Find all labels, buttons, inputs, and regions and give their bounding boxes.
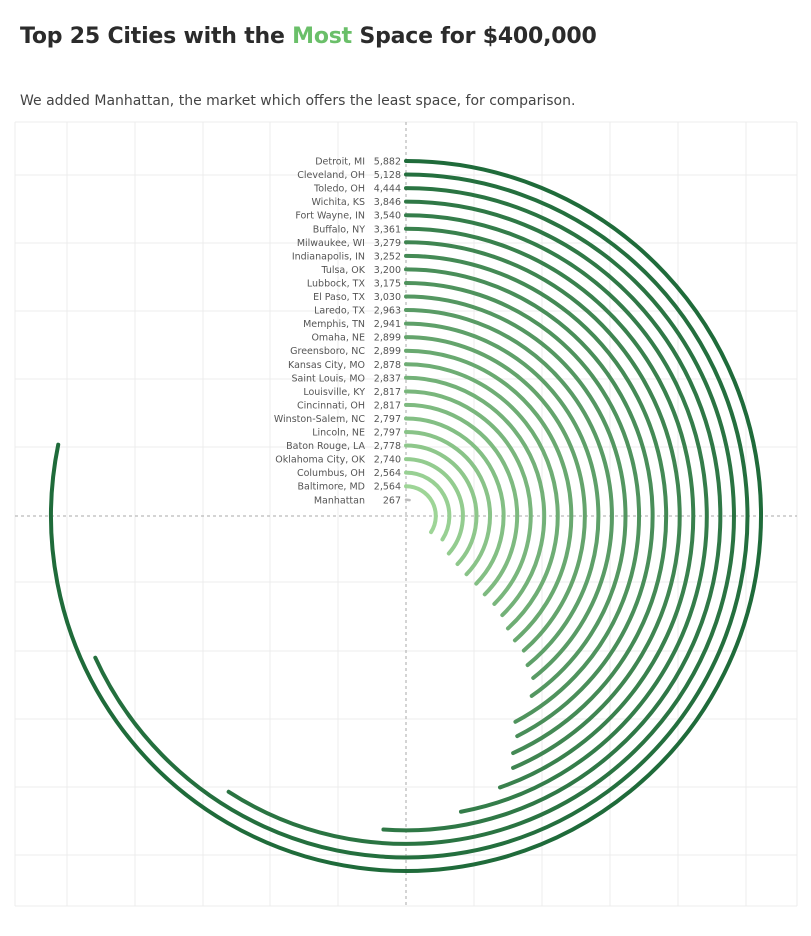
city-label: Fort Wayne, IN [295,211,365,222]
arc-bar [404,484,438,535]
city-label: Baton Rouge, LA [286,441,365,452]
city-label: Tulsa, OK [320,265,365,276]
value-label: 2,837 [374,373,401,384]
arc-bar [404,375,547,618]
city-label: Omaha, NE [311,333,365,344]
value-label: 2,941 [374,319,401,330]
arc-bar [404,402,520,597]
title-highlight: Most [292,24,352,49]
arc-bar [404,240,682,770]
value-label: 5,128 [374,170,401,181]
value-label: 2,899 [374,333,401,344]
value-label: 2,797 [374,428,401,439]
value-label: 2,778 [374,441,401,452]
value-label: 3,279 [374,238,401,249]
arc-bar [404,389,533,606]
chart-subtitle: We added Manhattan, the market which off… [20,93,576,109]
city-label: Cincinnati, OH [297,400,365,411]
arc-bar [404,213,709,814]
city-label: Milwaukee, WI [297,238,365,249]
arc-bar [404,430,492,577]
arcs-group [49,159,763,873]
city-label: Laredo, TX [314,306,365,317]
value-label: 3,540 [374,211,401,222]
city-label: Kansas City, MO [288,360,365,371]
value-label: 2,878 [374,360,401,371]
arc-bar [404,226,696,790]
value-label: 2,564 [374,468,401,479]
value-label: 2,899 [374,346,401,357]
value-label: 3,030 [374,292,401,303]
city-label: Saint Louis, MO [291,373,365,384]
city-label: Toledo, OH [313,184,365,195]
value-label: 3,361 [374,224,401,235]
arc-bar [404,280,642,724]
value-label: 4,444 [374,184,401,195]
city-label: Cleveland, OH [297,170,365,181]
value-label: 2,740 [374,455,401,466]
city-label: Lubbock, TX [307,278,366,289]
value-label: 2,817 [374,400,401,411]
city-label: Indianapolis, IN [292,251,365,262]
city-label: Louisville, KY [303,387,365,398]
arc-bar [404,443,479,567]
arc-bar [404,321,601,668]
city-label: Detroit, MI [315,157,365,168]
arc-bar [404,457,465,556]
arc-bar [404,294,628,698]
value-label: 5,882 [374,157,401,168]
arc-bar [404,470,452,542]
value-label: 3,175 [374,278,401,289]
labels-group: Detroit, MI 5,882 Cleveland, OH 5,128 Toledo… [274,157,401,507]
arc-bar [404,335,587,653]
value-label: 2,564 [374,482,401,493]
city-label: Manhattan [314,495,365,506]
value-label: 3,252 [374,251,401,262]
city-label: Wichita, KS [311,197,365,208]
value-label: 267 [383,495,401,506]
arc-bar [404,267,655,739]
value-label: 2,797 [374,414,401,425]
value-label: 2,963 [374,306,401,317]
arc-bar [404,308,614,680]
city-label: Greensboro, NC [290,346,365,357]
value-label: 3,846 [374,197,401,208]
city-label: Buffalo, NY [313,224,366,235]
title-prefix: Top 25 Cities with the [20,24,293,49]
city-label: Baltimore, MD [297,482,365,493]
city-label: Lincoln, NE [312,428,365,439]
chart-title: Top 25 Cities with the Most Space for $4… [20,24,597,49]
arc-bar [404,348,574,643]
value-label: 3,200 [374,265,401,276]
arc-bar [381,199,723,833]
arc-bar [404,362,560,631]
arc-bar [226,186,736,846]
arc-bar [404,253,669,756]
city-label: Columbus, OH [297,468,365,479]
value-label: 2,817 [374,387,401,398]
gridlines [14,121,798,907]
city-label: Memphis, TN [303,319,365,330]
title-suffix: Space for $400,000 [352,24,597,49]
arc-bar [404,416,506,586]
city-label: El Paso, TX [313,292,365,303]
city-label: Winston-Salem, NC [274,414,366,425]
city-label: Oklahoma City, OK [275,455,366,466]
arc-bar [93,172,750,860]
arc-bar [49,159,763,873]
